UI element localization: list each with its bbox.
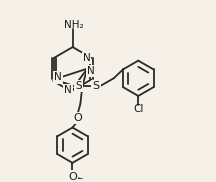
Text: NH₂: NH₂ — [64, 19, 83, 29]
Text: N: N — [54, 72, 62, 82]
Text: S: S — [75, 81, 82, 91]
Text: Cl: Cl — [133, 104, 143, 114]
Text: O: O — [68, 172, 77, 182]
Text: S: S — [92, 81, 100, 91]
Text: N: N — [64, 85, 72, 95]
Text: N: N — [87, 66, 95, 76]
Text: O: O — [73, 113, 82, 123]
Text: N: N — [83, 53, 90, 63]
